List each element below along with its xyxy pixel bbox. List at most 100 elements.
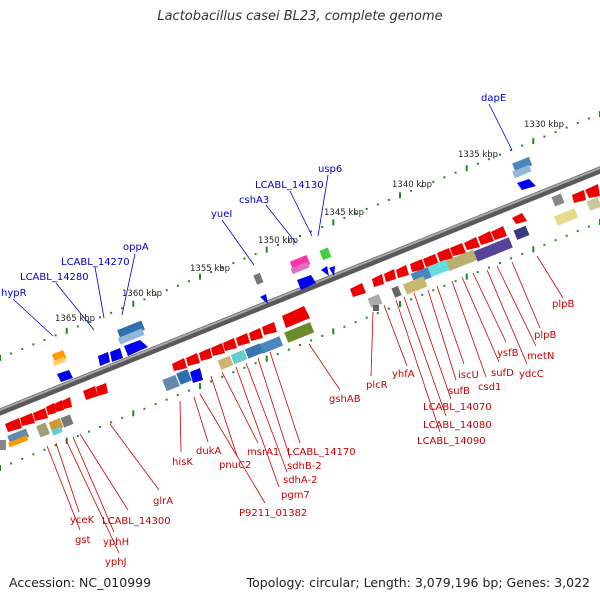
scale-dot bbox=[243, 366, 246, 369]
gene-label-iscU[interactable]: iscU bbox=[458, 370, 479, 381]
scale-dot bbox=[399, 301, 401, 307]
gene-label-LCABL_14300[interactable]: LCABL_14300 bbox=[102, 516, 171, 527]
scale-dot bbox=[176, 394, 179, 397]
scale-dot bbox=[99, 426, 101, 428]
scale-dot bbox=[265, 246, 268, 253]
scale-dot bbox=[465, 165, 468, 172]
tick-label: 1360 kbp bbox=[122, 289, 162, 299]
gene-label-oppA[interactable]: oppA bbox=[123, 242, 149, 253]
scale-dot bbox=[521, 252, 524, 255]
gene-label-LCABL_14170[interactable]: LCABL_14170 bbox=[287, 447, 356, 458]
genome-summary-text: Topology: circular; Length: 3,079,196 bp… bbox=[246, 575, 590, 590]
scale-dot bbox=[10, 462, 13, 465]
tick-label: 1330 kbp bbox=[524, 120, 564, 130]
gene-label-cshA3[interactable]: cshA3 bbox=[239, 195, 269, 206]
gene-label-LCABL_14280[interactable]: LCABL_14280 bbox=[20, 272, 89, 283]
scale-dot bbox=[10, 352, 13, 355]
scale-dot bbox=[87, 320, 90, 323]
scale-dot bbox=[187, 280, 190, 283]
scale-dot bbox=[510, 257, 513, 260]
scale-dot bbox=[165, 289, 168, 292]
gene-label-hypR[interactable]: hypR bbox=[1, 288, 27, 299]
gene-label-glrA[interactable]: glrA bbox=[153, 496, 173, 507]
gene-label-sufD[interactable]: sufD bbox=[491, 368, 514, 379]
scale-dot bbox=[199, 273, 201, 280]
gene-label-metN[interactable]: metN bbox=[527, 351, 554, 362]
gene-label-usp6[interactable]: usp6 bbox=[318, 164, 342, 175]
scale-dot bbox=[587, 225, 590, 228]
reverse-features bbox=[0, 184, 600, 450]
gene-label-LCABL_14270[interactable]: LCABL_14270 bbox=[61, 257, 130, 268]
gene-label-ysfB[interactable]: ysfB bbox=[497, 348, 519, 359]
scale-dot bbox=[354, 212, 357, 215]
gene-label-ydcC[interactable]: ydcC bbox=[519, 369, 544, 380]
scale-dot bbox=[465, 273, 468, 280]
gene-label-sdhA-2[interactable]: sdhA-2 bbox=[283, 475, 318, 486]
gene-label-plpB-2[interactable]: plpB bbox=[534, 330, 556, 341]
scale-dot bbox=[387, 307, 390, 310]
scale-dot bbox=[254, 253, 257, 256]
gene-label-LCABL_14070[interactable]: LCABL_14070 bbox=[423, 402, 492, 413]
gene-label-pnuC2[interactable]: pnuC2 bbox=[219, 460, 251, 471]
scale-dot bbox=[565, 234, 568, 237]
gene-label-msrA1[interactable]: msrA1 bbox=[247, 447, 279, 458]
gene-label-plcR[interactable]: plcR bbox=[366, 380, 388, 391]
scale-dot bbox=[432, 180, 435, 183]
gene-label-pgm7[interactable]: pgm7 bbox=[281, 490, 310, 501]
gene-label-gshAB[interactable]: gshAB bbox=[329, 394, 361, 405]
gene-label-LCABL_14130[interactable]: LCABL_14130 bbox=[255, 180, 324, 191]
scale-dot bbox=[387, 198, 390, 201]
scale-dot bbox=[176, 284, 179, 287]
scale-dot bbox=[76, 325, 79, 328]
gene-label-P9211_01382[interactable]: P9211_01382 bbox=[239, 508, 307, 519]
scale-dot bbox=[287, 239, 290, 242]
scale-dot bbox=[32, 343, 35, 346]
gene-label-csd1[interactable]: csd1 bbox=[478, 382, 501, 393]
scale-dot bbox=[321, 334, 324, 337]
gene-label-yphJ[interactable]: yphJ bbox=[105, 557, 127, 568]
gene-label-gst[interactable]: gst bbox=[75, 535, 91, 546]
scale-dot bbox=[365, 207, 368, 210]
scale-dot bbox=[343, 216, 346, 219]
gene-label-sdhB-2[interactable]: sdhB-2 bbox=[287, 461, 322, 472]
scale-dot bbox=[221, 375, 224, 378]
scale-dot bbox=[499, 262, 501, 264]
gene-label-LCABL_14090[interactable]: LCABL_14090 bbox=[417, 436, 486, 447]
scale-dot bbox=[321, 226, 324, 228]
scale-dot bbox=[565, 126, 568, 129]
scale-dot bbox=[32, 453, 35, 456]
forward-features bbox=[51, 156, 600, 382]
gene-label-sufB[interactable]: sufB bbox=[448, 386, 470, 397]
scale-dot bbox=[43, 448, 46, 451]
gene-label-LCABL_14080[interactable]: LCABL_14080 bbox=[423, 420, 492, 431]
scale-dot bbox=[21, 457, 24, 460]
gene-label-dukA[interactable]: dukA bbox=[196, 446, 221, 457]
scale-dot bbox=[243, 257, 246, 260]
scale-dot bbox=[232, 262, 235, 265]
accession-text: Accession: NC_010999 bbox=[9, 575, 152, 590]
gene-label-yceK[interactable]: yceK bbox=[70, 515, 95, 526]
tick-label: 1340 kbp bbox=[392, 180, 432, 190]
scale-tick-labels: 1330 kbp 1335 kbp 1340 kbp 1345 kbp 1350… bbox=[55, 120, 564, 324]
scale-dot bbox=[454, 280, 457, 283]
scale-dot bbox=[365, 316, 368, 319]
scale-dot bbox=[421, 293, 424, 296]
gene-label-dapE[interactable]: dapE bbox=[481, 93, 506, 104]
scale-dot bbox=[299, 344, 301, 346]
gene-label-yphH[interactable]: yphH bbox=[103, 537, 129, 548]
scale-dot bbox=[554, 239, 557, 242]
gene-label-plpB[interactable]: plpB bbox=[552, 299, 574, 310]
gene-label-hisK[interactable]: hisK bbox=[172, 457, 193, 468]
scale-dot bbox=[276, 244, 279, 246]
gene-label-yueI[interactable]: yueI bbox=[211, 209, 232, 220]
scale-dot bbox=[332, 219, 335, 226]
scale-dot bbox=[543, 243, 546, 246]
gene-label-yhfA[interactable]: yhfA bbox=[392, 369, 415, 380]
scale-dot bbox=[54, 334, 57, 337]
scale-dot bbox=[299, 235, 301, 237]
scale-dot bbox=[110, 421, 113, 424]
scale-dot bbox=[310, 339, 313, 342]
tick-label: 1345 kbp bbox=[324, 208, 364, 218]
scale-dot bbox=[154, 293, 157, 296]
